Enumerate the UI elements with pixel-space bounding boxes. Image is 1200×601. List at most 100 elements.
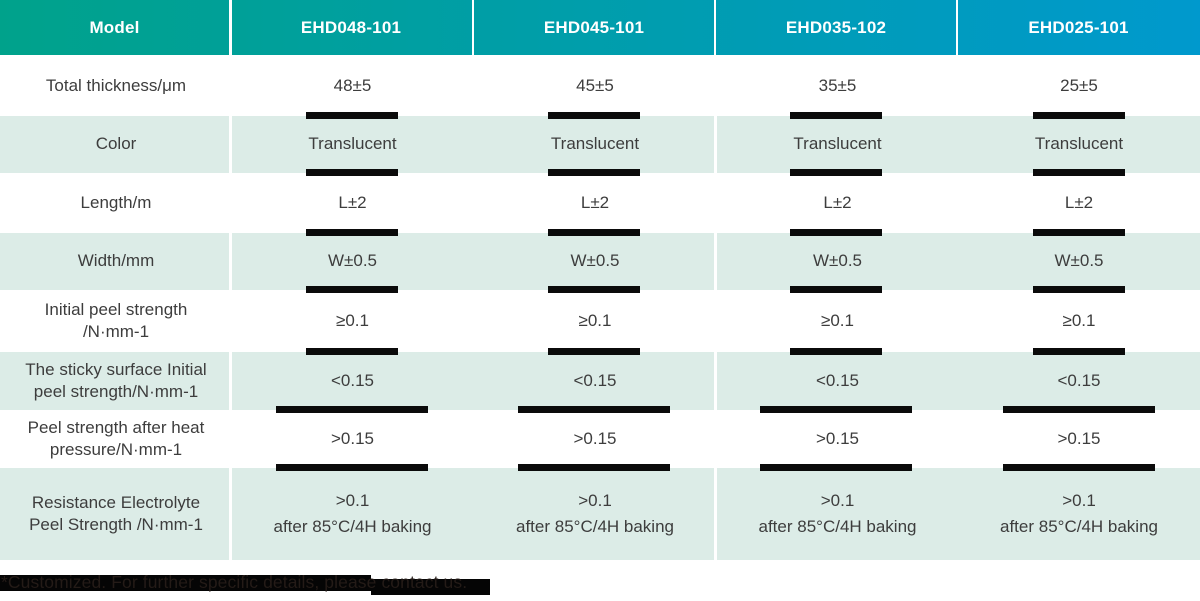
accent-bar xyxy=(548,112,640,119)
accent-bar xyxy=(548,229,640,236)
accent-bar xyxy=(1033,348,1125,355)
cell-value: ≥0.1 xyxy=(578,310,612,330)
column-gap xyxy=(229,116,232,173)
header-model: Model xyxy=(89,17,140,37)
cell-value: >0.1 after 85°C/4H baking xyxy=(473,468,717,560)
cell-value: <0.15 xyxy=(1057,370,1101,390)
accent-bar xyxy=(1033,169,1125,176)
accent-bar xyxy=(518,406,670,413)
cell-value: L±2 xyxy=(1064,192,1094,212)
table-row-length: Length/m L±2 L±2 L±2 L±2 xyxy=(0,169,1200,233)
row-label: Initial peel strength /N·mm-1 xyxy=(44,299,188,341)
accent-bar xyxy=(790,112,882,119)
cell-value: ≥0.1 xyxy=(1062,310,1096,330)
cell-value: >0.1 after 85°C/4H baking xyxy=(232,468,473,560)
table-row-initial-peel-strength: Initial peel strength /N·mm-1 ≥0.1 ≥0.1 … xyxy=(0,286,1200,352)
cell-value: <0.15 xyxy=(330,370,374,390)
header-column-ehd025: EHD025-101 xyxy=(1028,17,1129,37)
cell-value: L±2 xyxy=(823,192,852,212)
row-label: The sticky surface Initial peel strength… xyxy=(25,359,207,401)
cell-subvalue: after 85°C/4H baking xyxy=(516,516,674,536)
cell-value: <0.15 xyxy=(573,370,617,390)
cell-value: ≥0.1 xyxy=(821,310,854,330)
cell-value: 35±5 xyxy=(818,76,857,96)
cell-value: >0.15 xyxy=(1057,428,1101,448)
footnote-area: *Customized. For further specific detail… xyxy=(0,560,1200,601)
header-divider xyxy=(472,0,474,55)
accent-bar xyxy=(548,169,640,176)
cell-value: W±0.5 xyxy=(1054,251,1104,271)
table-header-row: Model EHD048-101 EHD045-101 EHD035-102 E… xyxy=(0,0,1200,55)
column-gap xyxy=(714,57,717,116)
row-label: Color xyxy=(95,134,137,154)
accent-bar xyxy=(760,406,912,413)
table-row-peel-strength-after-heat: Peel strength after heat pressure/N·mm-1… xyxy=(0,406,1200,468)
accent-bar xyxy=(790,348,882,355)
accent-bar xyxy=(1003,464,1155,471)
accent-bar xyxy=(1033,112,1125,119)
accent-bar xyxy=(548,348,640,355)
accent-bar xyxy=(1003,406,1155,413)
cell-value: Translucent xyxy=(550,134,640,154)
column-gap xyxy=(229,468,232,560)
cell-value: L±2 xyxy=(580,192,610,212)
header-divider xyxy=(956,0,958,55)
cell-value: Translucent xyxy=(308,134,397,154)
column-gap xyxy=(229,173,232,233)
header-column-ehd048: EHD048-101 xyxy=(300,17,402,37)
column-gap xyxy=(714,410,717,468)
accent-bar xyxy=(306,169,398,176)
cell-value: <0.15 xyxy=(815,370,859,390)
table-row-total-thickness: Total thickness/μm 48±5 45±5 35±5 25±5 xyxy=(0,57,1200,116)
row-label: Length/m xyxy=(80,192,152,212)
footnote-highlight-box xyxy=(0,575,371,591)
accent-bar xyxy=(306,348,398,355)
row-label: Resistance Electrolyte Peel Strength /N·… xyxy=(29,492,203,534)
accent-bar xyxy=(790,286,882,293)
cell-value: 25±5 xyxy=(1060,76,1098,96)
column-gap xyxy=(714,173,717,233)
footnote: *Customized. For further specific detail… xyxy=(1,572,468,592)
row-label: Peel strength after heat pressure/N·mm-1 xyxy=(27,417,205,459)
accent-bar xyxy=(760,464,912,471)
cell-value: Translucent xyxy=(1034,134,1124,154)
table-row-width: Width/mm W±0.5 W±0.5 W±0.5 W±0.5 xyxy=(0,229,1200,290)
column-gap xyxy=(229,57,232,116)
cell-value: >0.1 after 85°C/4H baking xyxy=(717,468,958,560)
accent-bar xyxy=(306,229,398,236)
header-column-ehd035: EHD035-102 xyxy=(785,17,887,37)
accent-bar xyxy=(306,286,398,293)
cell-subvalue: after 85°C/4H baking xyxy=(273,516,432,536)
cell-subvalue: after 85°C/4H baking xyxy=(1000,516,1158,536)
cell-value: L±2 xyxy=(338,192,367,212)
accent-bar xyxy=(1033,229,1125,236)
accent-bar xyxy=(790,229,882,236)
row-label: Width/mm xyxy=(77,251,155,271)
column-gap xyxy=(714,468,717,560)
cell-value: W±0.5 xyxy=(570,251,620,271)
column-gap xyxy=(229,352,232,410)
cell-value: W±0.5 xyxy=(327,251,377,271)
column-gap xyxy=(229,290,232,352)
accent-bar xyxy=(548,286,640,293)
table-row-sticky-surface-peel-strength: The sticky surface Initial peel strength… xyxy=(0,348,1200,410)
accent-bar xyxy=(276,464,428,471)
table-row-color: Color Translucent Translucent Translucen… xyxy=(0,112,1200,173)
cell-value: Translucent xyxy=(793,134,882,154)
column-gap xyxy=(714,116,717,173)
accent-bar xyxy=(276,406,428,413)
cell-value: >0.15 xyxy=(573,428,617,448)
accent-bar xyxy=(790,169,882,176)
cell-value: W±0.5 xyxy=(812,251,862,271)
cell-subvalue: after 85°C/4H baking xyxy=(758,516,917,536)
accent-bar xyxy=(306,112,398,119)
footnote-highlight-box xyxy=(371,579,490,595)
column-gap xyxy=(714,233,717,290)
column-gap xyxy=(714,290,717,352)
row-label: Total thickness/μm xyxy=(45,76,187,96)
column-gap xyxy=(714,352,717,410)
header-divider xyxy=(714,0,716,55)
accent-bar xyxy=(518,464,670,471)
cell-value: >0.1 after 85°C/4H baking xyxy=(958,468,1200,560)
